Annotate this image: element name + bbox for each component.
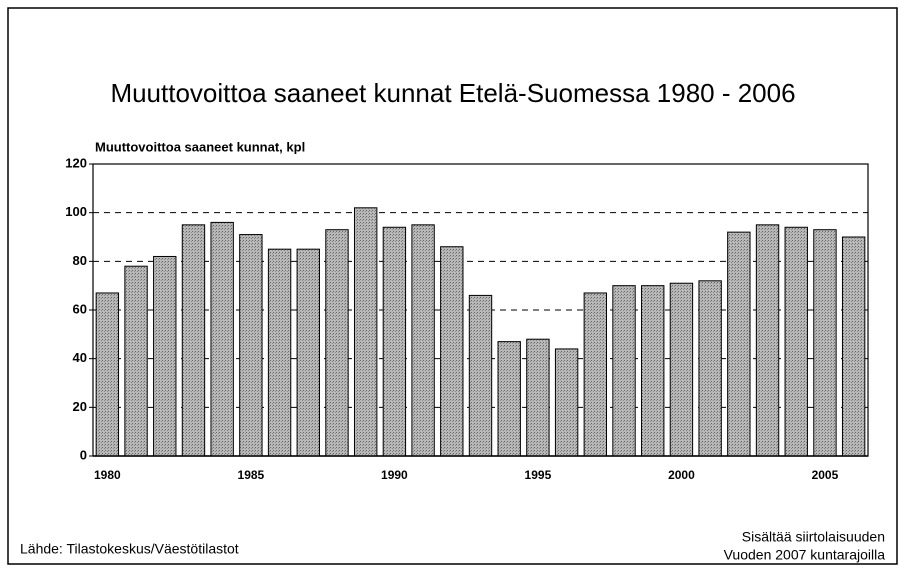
- chart-title: Muuttovoittoa saaneet kunnat Etelä-Suome…: [110, 78, 795, 108]
- x-tick-label: 1985: [238, 468, 265, 482]
- bar: [95, 292, 120, 457]
- bar: [669, 282, 694, 457]
- bar: [641, 285, 665, 457]
- bar: [468, 294, 493, 457]
- y-tick-label: 40: [73, 350, 87, 365]
- bar: [267, 248, 292, 457]
- bar: [612, 285, 636, 457]
- bar: [526, 338, 550, 457]
- y-tick-label: 80: [73, 253, 87, 268]
- x-tick-label: 1980: [94, 468, 121, 482]
- note: Sisältää siirtolaisuuden: [742, 529, 885, 545]
- bar: [382, 226, 407, 457]
- x-tick-label: 1995: [525, 468, 552, 482]
- bar: [698, 280, 722, 457]
- note: Vuoden 2007 kuntarajoilla: [724, 547, 886, 563]
- bar: [181, 224, 206, 457]
- y-tick-label: 120: [65, 155, 87, 170]
- bar: [813, 229, 837, 457]
- y-axis-label: Muuttovoittoa saaneet kunnat, kpl: [95, 139, 305, 154]
- bar: [239, 234, 263, 457]
- y-tick-label: 60: [73, 301, 87, 316]
- x-tick-label: 2000: [668, 468, 695, 482]
- bar: [727, 231, 751, 457]
- bar: [440, 246, 464, 457]
- bar: [411, 224, 435, 457]
- bar: [124, 265, 148, 457]
- bar: [841, 236, 866, 457]
- bar: [353, 207, 378, 457]
- y-tick-label: 20: [73, 399, 87, 414]
- x-tick-label: 2005: [812, 468, 839, 482]
- bar: [755, 224, 780, 457]
- bar: [210, 221, 234, 457]
- x-tick-label: 1990: [381, 468, 408, 482]
- y-tick-label: 100: [65, 204, 87, 219]
- bar: [583, 292, 608, 457]
- y-tick-label: 0: [80, 447, 87, 462]
- frame: [7, 7, 898, 565]
- bar: [784, 226, 808, 457]
- bar: [497, 341, 521, 457]
- bar: [153, 255, 177, 457]
- bar: [296, 248, 320, 457]
- bar: [554, 348, 579, 457]
- bar: [325, 229, 349, 457]
- source: Lähde: Tilastokeskus/Väestötilastot: [20, 541, 239, 557]
